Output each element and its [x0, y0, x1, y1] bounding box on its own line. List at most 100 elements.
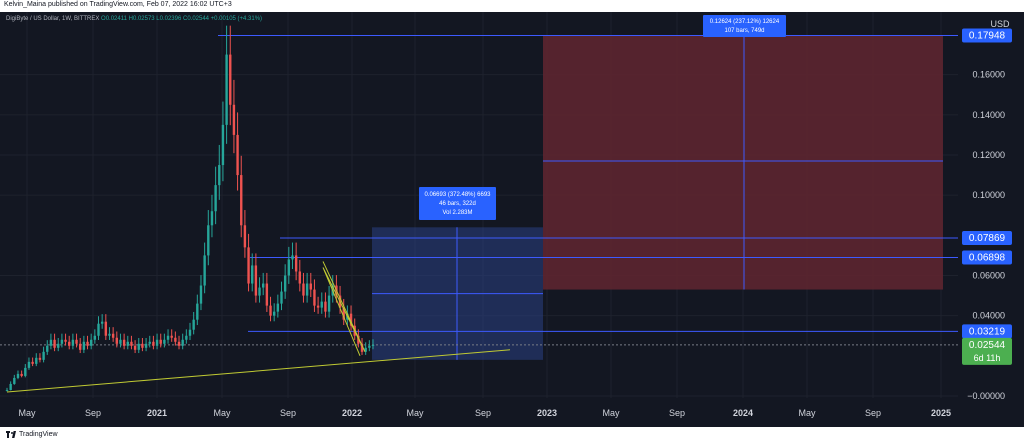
candle-body [141, 343, 144, 348]
candle-body [24, 367, 27, 376]
x-tick-label: May [213, 408, 231, 418]
symbol-legend: DigiByte / US Dollar, 1W, BITTREX O0.024… [6, 16, 262, 22]
candle-body [265, 283, 269, 306]
candle-body [31, 361, 34, 364]
candle-body [298, 271, 301, 284]
x-tick-label: 2021 [147, 408, 167, 418]
candle-body [342, 307, 345, 320]
candle-body [46, 345, 49, 352]
candle-body [225, 54, 228, 125]
y-tick-label: 0.10000 [972, 190, 1005, 200]
candle-body [75, 339, 78, 344]
price-tags: 0.17948 0.07869 0.06898 0.03219 0.02544 6d 11… [962, 28, 1012, 365]
level-3-tag [962, 324, 1012, 339]
candle-body [214, 185, 217, 212]
y-tick-label: 0.12000 [972, 150, 1005, 160]
candle-body [324, 301, 327, 312]
candle-body [218, 165, 221, 186]
candle-body [64, 339, 67, 342]
candle-body [49, 339, 53, 346]
candle-body [152, 341, 155, 346]
candle-body [272, 311, 276, 316]
candle-body [240, 175, 243, 226]
time-axis: May Sep 2021 May Sep 2022 May Sep 2023 May Sep 2024… [18, 408, 951, 418]
candle-body [16, 373, 20, 378]
candle-body [207, 225, 210, 256]
candle-body [320, 301, 323, 308]
candle-body [104, 321, 108, 336]
tradingview-logo-icon [6, 431, 16, 438]
currency-label: USD [990, 19, 1010, 29]
candle-body [221, 124, 225, 166]
level-1-label: 0.07869 [969, 233, 1006, 244]
candle-body [349, 313, 353, 326]
candle-body [130, 341, 133, 346]
candle-body [79, 343, 82, 350]
candle-body [247, 247, 250, 284]
level-2-label: 0.06898 [969, 252, 1006, 263]
candle-body [119, 339, 122, 344]
x-tick-label: 2023 [537, 408, 557, 418]
candle-body [20, 373, 23, 376]
candle-body [166, 335, 170, 340]
candle-body [291, 255, 294, 260]
candle-body [111, 333, 115, 338]
candle-body [258, 287, 261, 296]
candle-body [294, 255, 298, 272]
candle-body [357, 335, 360, 344]
trend-lines [6, 261, 511, 393]
candle-body [108, 333, 111, 336]
candle-body [38, 357, 42, 360]
candle-body [133, 345, 137, 350]
candle-body [196, 303, 199, 320]
candle-body [9, 383, 12, 390]
short-position-zone [543, 35, 943, 290]
candle-body [42, 351, 45, 360]
level-3-label: 0.03219 [969, 326, 1006, 337]
candle-body [229, 54, 232, 105]
candle-body [305, 283, 309, 296]
y-tick-label: 0.06000 [972, 271, 1005, 281]
candle-body [181, 339, 184, 346]
x-tick-label: 2024 [733, 408, 753, 418]
candle-body [82, 341, 86, 350]
candle-body [159, 339, 162, 344]
candle-body [68, 341, 71, 346]
publisher-info: Kelvin_Maina published on TradingView.co… [4, 1, 232, 8]
ohlc-values: O0.02411 H0.02573 L0.02396 C0.02544 +0.0… [101, 16, 263, 22]
candle-body [360, 343, 364, 352]
candle-body [287, 259, 291, 276]
candle-body [5, 389, 9, 391]
candle-body [174, 337, 177, 342]
candle-body [254, 265, 258, 296]
wedge-trendline [322, 261, 366, 357]
candle-body [57, 343, 60, 348]
price-chart[interactable]: May Sep 2021 May Sep 2022 May Sep 2023 May Sep 2024… [0, 12, 1024, 427]
long-measure-box [419, 187, 496, 220]
x-tick-label: 2022 [342, 408, 362, 418]
candlesticks [5, 25, 375, 392]
candle-body [243, 225, 247, 248]
chart-area[interactable]: May Sep 2021 May Sep 2022 May Sep 2023 May Sep 2024… [0, 12, 1024, 427]
x-tick-label: Sep [865, 408, 881, 418]
candle-body [137, 343, 140, 350]
candle-body [35, 357, 38, 364]
candle-body [144, 343, 148, 348]
candle-body [60, 339, 64, 344]
footer-bar: TradingView [0, 427, 1024, 443]
candle-body [27, 361, 31, 368]
candle-body [203, 255, 206, 286]
candle-body [71, 339, 75, 346]
brand-label: TradingView [19, 431, 58, 438]
tradingview-brand[interactable]: TradingView [6, 431, 58, 438]
measure-labels: 0.06693 (372.48%) 6693 46 bars, 322d Vol 2… [419, 15, 786, 220]
long-measure-text: Vol 2.283M [442, 210, 472, 216]
candle-body [53, 339, 56, 348]
publish-bar: Kelvin_Maina published on TradingView.co… [0, 0, 1024, 12]
candle-body [371, 344, 375, 346]
y-tick-label: 0.14000 [972, 110, 1005, 120]
candle-body [368, 345, 371, 348]
y-tick-label: −0.00000 [967, 391, 1005, 401]
candle-body [251, 265, 254, 284]
candle-body [122, 339, 126, 346]
